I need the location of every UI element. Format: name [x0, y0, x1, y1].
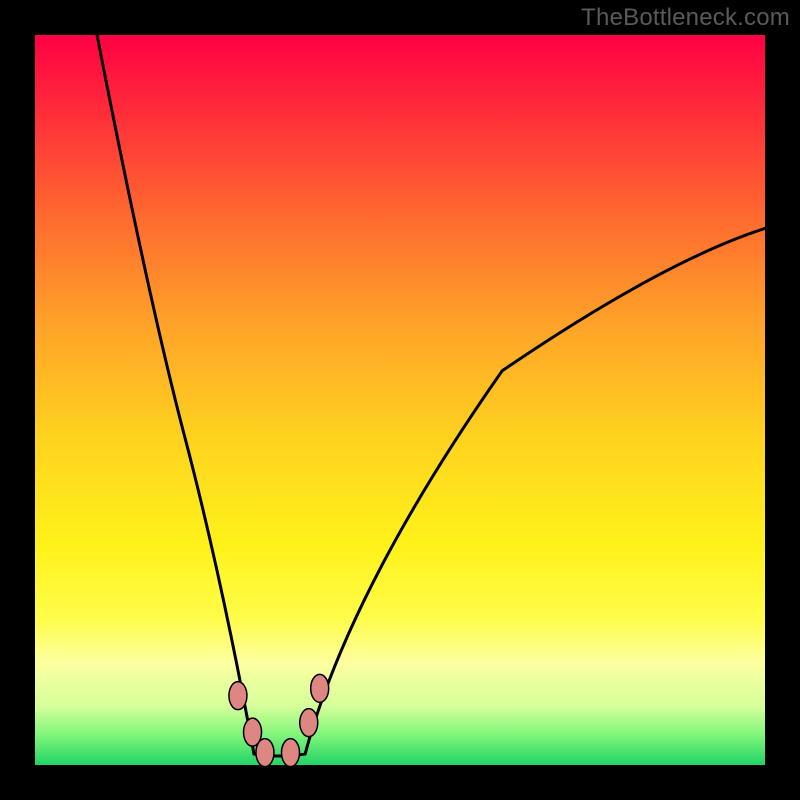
curve-marker [229, 682, 247, 710]
curve-marker [282, 739, 300, 767]
curve-marker [311, 674, 329, 702]
bottleneck-chart [0, 0, 800, 800]
plot-area [35, 35, 765, 765]
chart-stage: TheBottleneck.com [0, 0, 800, 800]
watermark-text: TheBottleneck.com [581, 4, 790, 32]
curve-marker [300, 709, 318, 737]
curve-marker [256, 739, 274, 767]
